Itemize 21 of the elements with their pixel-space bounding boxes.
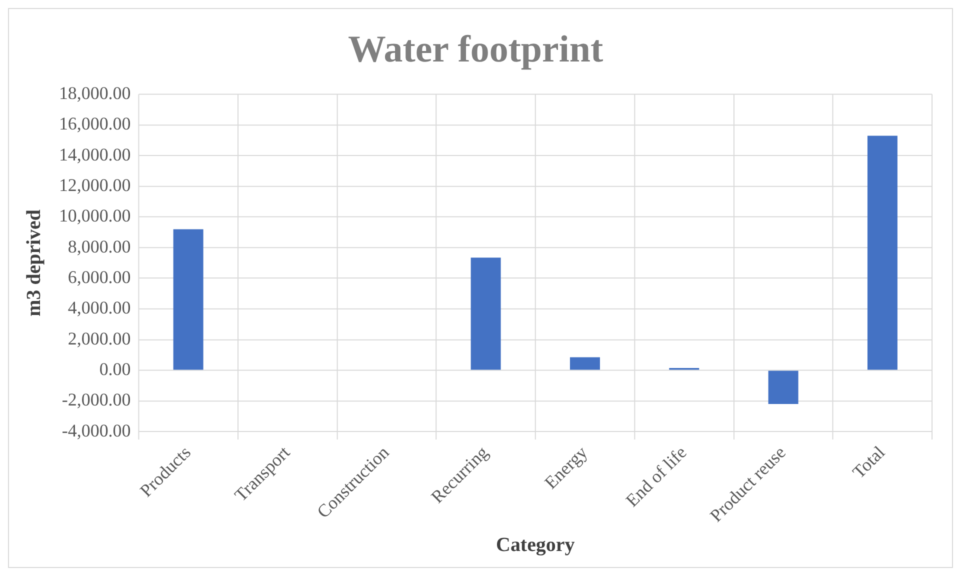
y-tick-label: 16,000.00 bbox=[58, 114, 131, 134]
chart-title: Water footprint bbox=[348, 28, 604, 70]
bar bbox=[570, 357, 600, 370]
x-axis-title: Category bbox=[496, 534, 575, 556]
bar bbox=[768, 370, 798, 404]
y-tick-label: 2,000.00 bbox=[68, 328, 131, 348]
bar bbox=[173, 229, 204, 370]
bar bbox=[470, 258, 501, 370]
y-axis-title: m3 deprived bbox=[23, 210, 46, 316]
bar bbox=[867, 136, 898, 370]
y-tick-label: 12,000.00 bbox=[58, 175, 131, 195]
y-tick-label: 6,000.00 bbox=[68, 267, 131, 287]
y-tick-label: 14,000.00 bbox=[58, 144, 131, 164]
y-tick-label: 0.00 bbox=[99, 358, 131, 379]
y-tick-label: -4,000.00 bbox=[62, 420, 131, 440]
y-tick-label: 8,000.00 bbox=[68, 236, 131, 256]
y-tick-label: 18,000.00 bbox=[58, 83, 131, 104]
y-tick-label: 10,000.00 bbox=[58, 206, 131, 226]
y-tick-label: -2,000.00 bbox=[62, 390, 131, 410]
x-tick-label: End of life bbox=[622, 442, 690, 511]
y-tick-label: 4,000.00 bbox=[68, 298, 131, 318]
